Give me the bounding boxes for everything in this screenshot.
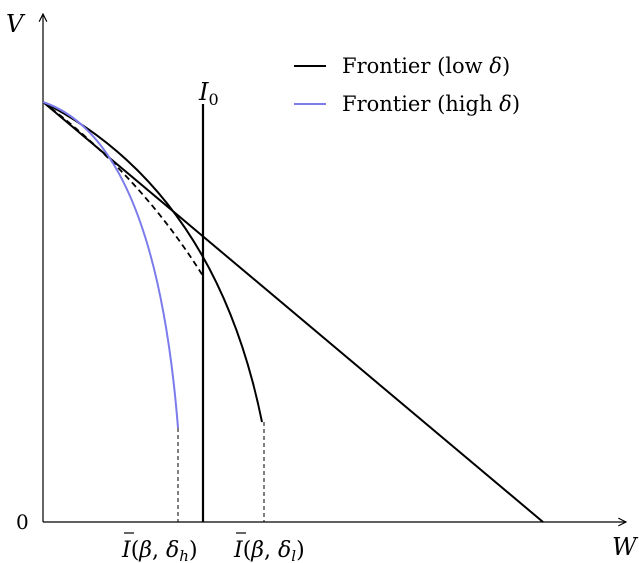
frontier-low-delta (42, 101, 263, 423)
svg-text:I(β, δl): I(β, δl) (233, 538, 305, 563)
legend-label-high: Frontier (high δ) (342, 92, 520, 116)
dashed-frontier (42, 101, 204, 277)
i0-subscript: 0 (208, 90, 218, 109)
x-axis-label: W (612, 533, 639, 561)
origin-label: 0 (16, 510, 29, 534)
linear-frontier (42, 101, 544, 523)
svg-text:I(β, δh): I(β, δh) (121, 538, 198, 563)
tick-label-low: I(β, δl) (233, 532, 305, 563)
y-axis-label: V (6, 10, 26, 38)
i0-label: I0 (198, 78, 219, 109)
frontier-high-delta (42, 101, 179, 429)
legend: Frontier (low δ) Frontier (high δ) (294, 54, 520, 116)
legend-label-low: Frontier (low δ) (342, 54, 510, 78)
tick-label-high: I(β, δh) (121, 532, 198, 563)
